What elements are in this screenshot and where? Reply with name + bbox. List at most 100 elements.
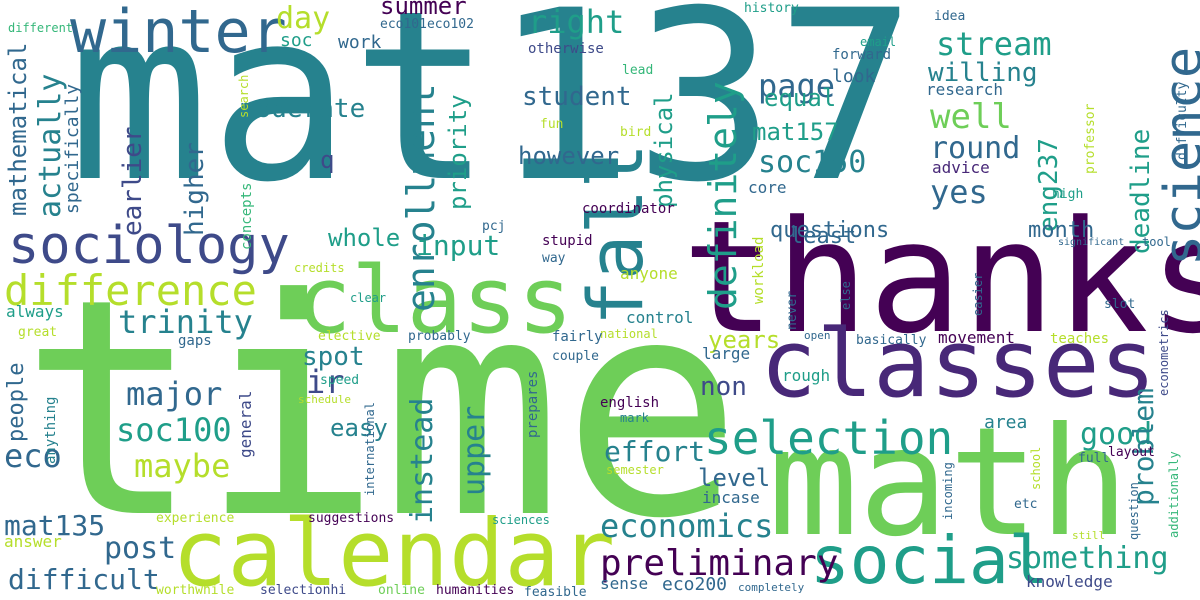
word-equal: equal [764, 84, 837, 112]
word-clear: clear [350, 291, 387, 305]
word-effort: effort [604, 435, 706, 468]
word-completely: completely [738, 581, 805, 594]
word-work: work [338, 32, 382, 53]
word-right: right [528, 3, 625, 41]
word-prepares: prepares [525, 370, 541, 438]
word-workload: workload [751, 236, 767, 304]
word-eco: eco [4, 437, 62, 475]
word-slot: slot [1104, 297, 1136, 312]
word-fun: fun [540, 117, 564, 132]
word-q: q [320, 146, 335, 174]
word-post: post [104, 531, 177, 566]
word-semester: semester [606, 463, 664, 477]
word-mathematical: mathematical [4, 42, 32, 216]
word-sociology: sociology [8, 216, 290, 276]
word-econometrics: econometrics [1157, 309, 1171, 396]
word-people: people [4, 362, 29, 442]
word-coordinator: coordinator [582, 201, 675, 217]
word-forward: forward [832, 47, 892, 63]
word-teaches: teaches [1050, 331, 1110, 347]
word-national: national [600, 327, 658, 341]
word-full: full [1078, 451, 1110, 466]
word-school: school [1029, 446, 1043, 490]
word-movement: movement [938, 328, 1016, 347]
word-math: math [768, 396, 1130, 570]
word-level: level [698, 464, 771, 492]
word-years: years [708, 326, 781, 354]
word-credits: credits [294, 261, 345, 275]
word-concepts: concepts [239, 182, 255, 250]
word-stream: stream [936, 25, 1052, 63]
word-economics: economics [600, 507, 774, 545]
word-search: search [237, 74, 251, 118]
word-pcj: pcj [482, 219, 506, 234]
word-non: non [700, 372, 747, 402]
word-time: time [20, 235, 743, 584]
word-online: online [378, 583, 425, 598]
word-core: core [748, 178, 787, 197]
word-classes: classes [760, 310, 1157, 419]
word-however: however [518, 142, 620, 170]
word-tool: tool [1142, 235, 1171, 249]
word-speed: speed [320, 373, 360, 388]
word-way: way [542, 251, 566, 266]
word-look: look [832, 66, 876, 87]
word-feasible: feasible [524, 585, 587, 600]
word-yes: yes [930, 173, 988, 211]
word-round: round [930, 131, 1021, 166]
word-soc150: soc150 [758, 145, 867, 180]
word-sense: sense [600, 574, 649, 593]
word-basically: basically [856, 333, 927, 348]
word-specifically: specifically [62, 83, 83, 214]
word-experience: experience [156, 511, 235, 526]
word-advice: advice [932, 158, 990, 177]
word-answer: answer [4, 532, 62, 551]
word-selection: selection [704, 411, 954, 465]
word-thanks: thanks [682, 187, 1200, 368]
word-well: well [930, 97, 1012, 137]
word-class: class [296, 247, 573, 354]
word-page: page [758, 67, 836, 105]
word-sciences: sciences [492, 513, 550, 527]
word-ir: ir [306, 363, 345, 401]
word-international: international [363, 402, 377, 496]
word-history: history [744, 1, 799, 16]
word-additionally: additionally [1167, 451, 1181, 538]
word-spot: spot [302, 342, 365, 372]
word-input: input [416, 229, 501, 262]
word-layout: layout [1108, 445, 1155, 460]
word-definitely: definitely [701, 81, 745, 310]
word-priority: priority [444, 94, 472, 210]
word-mat137: mat137 [68, 0, 917, 234]
word-something: something [1006, 541, 1169, 576]
word-moderate: moderate [240, 94, 366, 124]
word-maybe: maybe [134, 447, 231, 485]
word-couple: couple [552, 349, 599, 364]
word-difficulty: difficulty [1175, 81, 1190, 160]
word-else: else [839, 281, 853, 310]
word-eco200: eco200 [662, 574, 728, 595]
word-day: day [276, 1, 331, 36]
word-question: question [1127, 482, 1141, 540]
word-selectionhi: selectionhi [260, 583, 347, 598]
word-english: english [600, 395, 660, 411]
word-otherwise: otherwise [528, 41, 604, 57]
word-least: least [790, 224, 857, 249]
word-knowledge: knowledge [1026, 572, 1113, 591]
word-never: never [785, 290, 800, 330]
word-great: great [18, 325, 58, 340]
word-easier: easier [971, 272, 985, 316]
word-always: always [6, 302, 64, 321]
word-stupid: stupid [542, 233, 593, 249]
word-higher: higher [180, 142, 210, 236]
word-bird: bird [620, 125, 652, 140]
word-eco101eco102: eco101eco102 [380, 17, 474, 32]
word-earlier: earlier [118, 126, 148, 236]
word-instead: instead [405, 397, 440, 524]
word-anything: anything [43, 396, 59, 464]
word-area: area [984, 412, 1028, 433]
word-difference: difference [4, 266, 257, 315]
word-lead: lead [622, 63, 654, 78]
word-enrollment: enrollment [399, 83, 443, 312]
word-soc100: soc100 [116, 411, 232, 449]
